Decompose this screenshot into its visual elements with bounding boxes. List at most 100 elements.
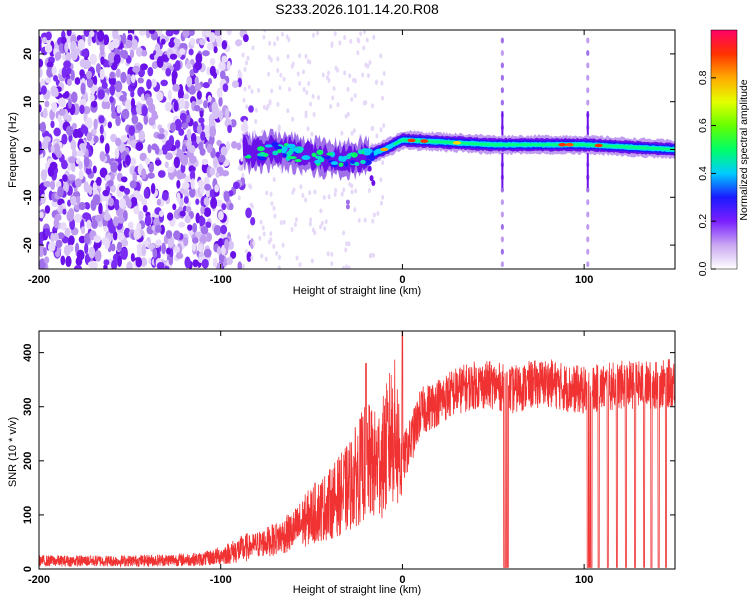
noise-dot — [146, 225, 153, 235]
noise-dot — [53, 90, 59, 97]
noise-dot — [221, 203, 227, 211]
noise-dot — [110, 184, 116, 193]
noise-dot — [126, 73, 132, 86]
noise-dot — [333, 191, 337, 197]
noise-dot — [146, 79, 152, 90]
noise-dot — [188, 48, 194, 56]
noise-dot — [265, 190, 269, 196]
noise-dot — [130, 252, 135, 262]
noise-dot — [86, 219, 92, 230]
noise-dot — [67, 78, 72, 87]
noise-dot — [376, 211, 380, 217]
noise-dot — [109, 96, 114, 103]
noise-dot — [182, 181, 190, 190]
snr-panel: -200 -100 0 100 0 100 200 300 400 Height of stra… — [7, 330, 676, 596]
noise-dot — [125, 99, 132, 111]
y-tick-label: 0 — [22, 146, 34, 152]
noise-dot — [276, 68, 280, 74]
ridge-blob — [286, 143, 296, 149]
noise-dot — [165, 30, 174, 37]
noise-dot — [270, 88, 274, 94]
streak-dot — [586, 37, 590, 44]
noise-dot — [130, 90, 135, 98]
noise-dot — [120, 247, 128, 260]
streak-dot — [500, 223, 504, 230]
noise-dot — [187, 224, 193, 231]
noise-dot — [226, 60, 231, 71]
noise-dot — [115, 68, 121, 78]
noise-dot — [218, 154, 226, 163]
noise-dot — [226, 30, 232, 36]
noise-dot — [158, 210, 164, 217]
noise-dot — [237, 69, 241, 75]
ridge-hotspot — [558, 142, 567, 147]
noise-dot — [263, 30, 267, 33]
noise-dot — [279, 220, 283, 226]
noise-dot — [141, 198, 148, 206]
noise-dot — [367, 188, 371, 194]
noise-dot — [266, 103, 270, 109]
noise-dot — [41, 36, 47, 44]
noise-dot — [267, 71, 271, 77]
streak-dot — [500, 248, 504, 255]
noise-dot — [350, 183, 354, 189]
noise-dot — [132, 65, 141, 73]
noise-dot — [139, 152, 147, 162]
noise-dot — [327, 70, 331, 76]
noise-dot — [216, 87, 223, 98]
streak-dot — [500, 261, 504, 268]
colorbar-tick-label: 0.4 — [697, 166, 709, 181]
noise-dot — [120, 239, 129, 247]
noise-dot — [78, 161, 83, 170]
streak-dot — [586, 186, 590, 193]
noise-dot — [353, 207, 357, 213]
noise-dot — [43, 180, 52, 188]
noise-dot — [216, 166, 224, 174]
ridge-blob — [338, 162, 344, 167]
noise-dot — [167, 89, 172, 102]
noise-dot — [109, 84, 116, 96]
noise-dot — [95, 214, 103, 222]
noise-dot — [104, 238, 110, 250]
noise-dot — [258, 235, 262, 241]
noise-dot — [250, 88, 254, 94]
noise-dot — [211, 107, 220, 120]
noise-dot — [231, 80, 239, 89]
noise-dot — [192, 259, 199, 268]
noise-dot — [379, 200, 383, 206]
snr-frame — [38, 330, 676, 570]
noise-dot — [154, 224, 162, 233]
noise-dot — [302, 86, 306, 92]
noise-dot — [54, 213, 62, 222]
noise-dot — [125, 154, 131, 166]
noise-dot — [147, 172, 155, 179]
streak-dot — [586, 74, 590, 81]
noise-dot — [146, 96, 154, 107]
streak-dot — [586, 211, 590, 218]
noise-dot — [120, 134, 128, 143]
noise-dot — [79, 58, 87, 68]
noise-dot — [117, 216, 125, 224]
noise-dot — [204, 183, 212, 191]
noise-dot — [219, 70, 226, 80]
noise-dot — [179, 210, 186, 217]
noise-dot — [224, 108, 230, 120]
noise-dot — [375, 79, 379, 85]
streak-dot — [500, 74, 504, 81]
noise-dot — [183, 196, 189, 204]
streak-dot — [500, 37, 504, 44]
noise-dot — [62, 174, 68, 182]
noise-dot — [53, 127, 61, 137]
noise-dot — [309, 101, 313, 107]
noise-dot — [316, 95, 320, 101]
noise-dot — [101, 100, 108, 110]
noise-dot — [167, 166, 175, 173]
noise-dot — [214, 30, 222, 37]
ridge-blob — [282, 153, 287, 158]
noise-dot — [334, 187, 338, 193]
noise-dot — [171, 73, 177, 86]
noise-dot — [203, 100, 208, 109]
noise-dot — [118, 145, 126, 152]
noise-dot — [75, 195, 81, 205]
noise-dot — [157, 30, 163, 37]
